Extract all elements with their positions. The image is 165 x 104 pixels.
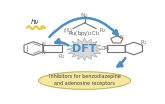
Text: N: N — [42, 50, 46, 55]
Text: DFT: DFT — [72, 44, 97, 54]
Text: $\mathrm{R_1}$: $\mathrm{R_1}$ — [103, 45, 111, 53]
FancyArrowPatch shape — [55, 39, 68, 45]
Text: $\mathrm{R_1}$: $\mathrm{R_1}$ — [58, 52, 66, 61]
Text: hν: hν — [31, 19, 39, 25]
Text: Inhibitors for benzodiazepine
and adenosine receptors: Inhibitors for benzodiazepine and adenos… — [49, 74, 120, 86]
Text: O: O — [102, 46, 106, 51]
Text: O: O — [62, 42, 66, 47]
Text: Ru(bpy)$_3$Cl$_2$: Ru(bpy)$_3$Cl$_2$ — [68, 29, 101, 38]
Text: $\mathrm{N_2}$: $\mathrm{N_2}$ — [80, 11, 89, 20]
Text: N: N — [114, 33, 118, 38]
FancyArrowPatch shape — [49, 18, 118, 37]
Text: $\mathrm{R_2}$: $\mathrm{R_2}$ — [140, 38, 148, 47]
Text: N: N — [120, 35, 124, 40]
Text: N: N — [42, 42, 46, 47]
Text: $\mathrm{R_2}$: $\mathrm{R_2}$ — [99, 26, 107, 35]
Ellipse shape — [39, 72, 131, 89]
FancyArrowPatch shape — [117, 58, 125, 66]
Polygon shape — [67, 38, 102, 61]
Text: $\mathrm{(III)}$: $\mathrm{(III)}$ — [63, 26, 73, 35]
